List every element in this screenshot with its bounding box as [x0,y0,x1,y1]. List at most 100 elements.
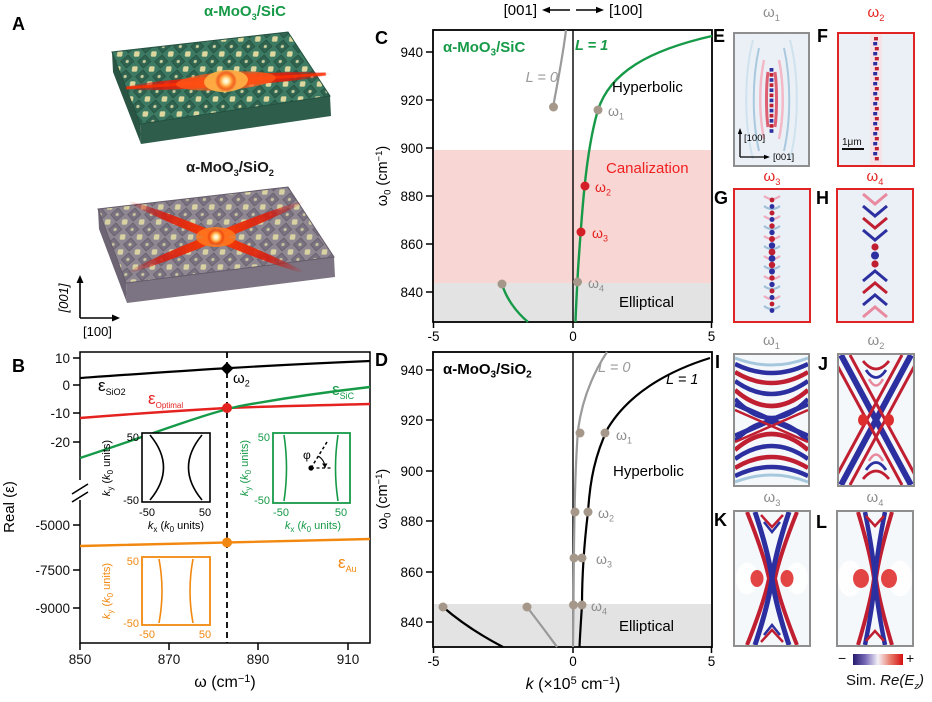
arrow-right-icon [112,314,120,322]
label-eps-sic: εSiC [332,380,355,401]
center-lobes [750,570,794,587]
header-100: [100] [609,2,642,19]
svg-text:0: 0 [62,378,70,393]
svg-text:-7500: -7500 [35,563,70,578]
label-eps-au: εAu [338,553,357,574]
svg-text:-20: -20 [50,435,70,450]
svg-text:860: 860 [400,565,423,580]
field-map-x-waist-narrow [838,511,912,646]
sim-panel-g [733,188,811,323]
svg-text:ky (k0 units): ky (k0 units) [101,563,115,619]
polariton-beam-linear [121,69,331,93]
panel-e-omega-label: ω1 [763,4,780,23]
svg-text:5: 5 [708,654,716,669]
svg-text:-50: -50 [123,618,139,630]
svg-text:-5: -5 [427,654,439,669]
x-tick-marks [79,643,349,650]
label-elliptical: Elliptical [619,618,674,635]
label-L0: L = 0 [598,360,630,376]
panel-a-title-sio2: α-MoO3/SiO2 [186,159,274,178]
svg-text:50: 50 [199,629,211,641]
field-map-x-pattern [835,353,917,487]
panel-j-letter: J [818,354,829,374]
field-map-canalization-arrow [838,190,912,321]
slab-front-face [126,257,335,303]
svg-text:-10: -10 [50,406,70,421]
axis-break-mark [71,491,89,503]
y-tick-labels: 940 920 900 880 860 840 [400,363,423,630]
panel-a-axes: [001] [100] [56,275,120,339]
field-map-hyperbolic-focus: [100] [001] [735,34,808,165]
panel-g-omega-label: ω3 [763,168,781,187]
chevrons-up [862,269,888,319]
axis-001-label: [001] [56,283,71,313]
panel-c-title: α-MoO3/SiC [443,39,525,59]
panel-d-ylabel: ω0 (cm−1) [374,469,394,530]
axis-001-label: [001] [773,152,794,163]
mark-omega1: ω1 [616,427,632,446]
label-L1: L = 1 [575,38,608,54]
crystal-render-sic [111,31,331,144]
polariton-beam-x [127,201,305,273]
panel-d-title: α-MoO3/SiO2 [443,361,532,381]
y-tick-labels: 940 920 900 880 860 840 [400,45,423,300]
svg-text:50: 50 [335,507,347,519]
white-halos [838,560,912,597]
curve-eps-sio2 [79,359,371,380]
svg-text:840: 840 [400,615,423,630]
panel-j-omega-label: ω2 [867,332,885,351]
svg-text:10: 10 [55,351,70,366]
curve-L1-left [442,606,504,648]
plot-frame [79,351,371,644]
svg-text:-50: -50 [139,507,155,519]
mark-omega1: ω1 [608,103,624,122]
panel-k-letter: K [714,510,727,530]
field-map-hyperbolic-arcs [735,355,808,485]
svg-text:0: 0 [569,329,577,344]
panel-l-letter: L [816,512,827,532]
tick-marks [426,369,713,653]
mark-omega2: ω2 [598,505,614,524]
y-tick-labels: 10 0 -10 -20 -5000 -7500 -9000 [35,351,70,616]
sim-panel-h [836,188,914,323]
svg-text:-50: -50 [139,629,155,641]
svg-text:-5: -5 [427,329,439,344]
colorbar-minus: − [838,650,847,666]
sim-panel-f: 1μm [837,32,915,167]
svg-text:880: 880 [400,514,423,529]
caption-re-ez: Re(Ez) [880,672,924,691]
crystal-render-sio2 [97,186,335,303]
panel-c-plot: 940 920 900 880 860 840 -5 0 5 ω0 (cm−1) α-… [374,29,716,344]
svg-text:-5000: -5000 [35,518,70,533]
marker-diamond-sio2 [220,362,234,375]
center-lobes [858,414,894,426]
svg-text:910: 910 [337,652,360,667]
svg-text:860: 860 [400,237,423,252]
svg-text:5: 5 [708,329,716,344]
slab-left-face [112,52,141,144]
panel-b-xlabel: ω (cm−1) [194,673,255,691]
svg-text:920: 920 [400,93,423,108]
chevrons-down [862,192,888,242]
center-dots [768,197,776,313]
mark-omega3: ω3 [592,225,608,244]
nested-chevrons [760,514,784,643]
panel-g-letter: G [714,188,729,208]
sim-panel-j [835,353,917,487]
panel-i-letter: I [715,352,721,372]
arrow-right-icon [764,154,770,160]
crystal-direction-header: [001] [100] [504,2,643,19]
center-dots [871,243,879,268]
axis-100-label: [100] [744,133,765,144]
svg-text:-50: -50 [123,495,139,507]
panel-b-plot: 10 0 -10 -20 -5000 -7500 -9000 850 870 8… [1,351,371,691]
panel-cd-plots: [001] [100] C [374,2,716,693]
colorbar-gradient [853,654,903,665]
tick-marks [426,51,713,328]
label-eps-optimal: εOptimal [148,389,183,410]
scalebar-label: 1μm [842,137,862,148]
svg-text:kx (k0 units): kx (k0 units) [148,520,204,534]
marker-dot-au [222,537,232,548]
panel-f-omega-label: ω2 [867,4,885,23]
mark-omega3: ω3 [596,551,612,570]
